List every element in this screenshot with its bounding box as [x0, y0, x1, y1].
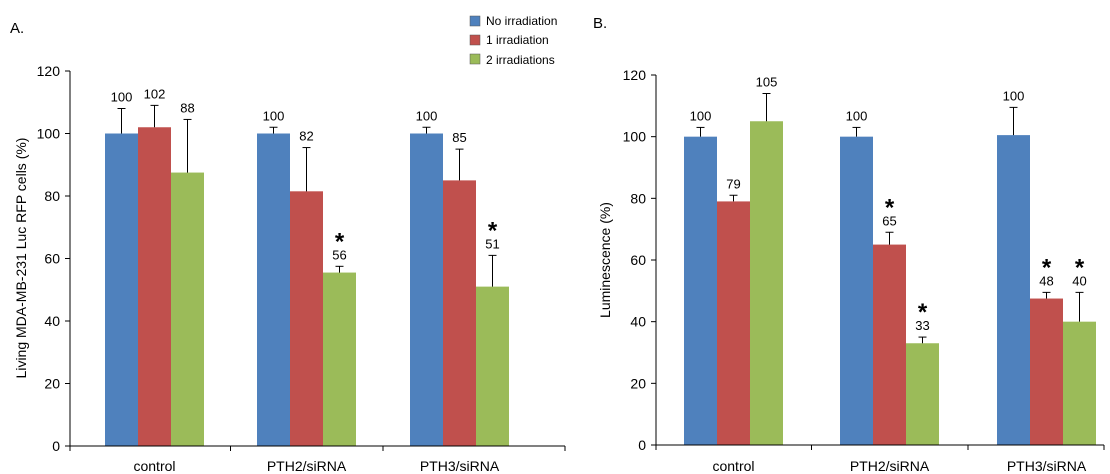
chart-b-no-irradiation-pth3-sirna-bar [997, 135, 1030, 445]
chart-b-y-axis-label: Luminescence (%) [597, 202, 613, 318]
chart-a-2-irradiations-pth3-sirna-data-label: 51 [485, 236, 499, 251]
chart-b-category-label-pth2-sirna: PTH2/siRNA [850, 458, 930, 474]
chart-b-y-tick-label: 120 [623, 67, 647, 83]
chart-a-y-tick-label: 60 [44, 251, 60, 267]
chart-a-y-ticks: 0 20 40 60 80 100 120 [37, 63, 70, 454]
chart-b-2-irradiations-pth3-sirna-bar [1063, 321, 1096, 445]
chart-a-1-irradiation-pth3-sirna-data-label: 85 [452, 130, 466, 145]
chart-b-y-tick-label: 0 [638, 437, 646, 453]
chart-b-2-irradiations-control-bar [750, 121, 783, 445]
legend-swatch-2-irradiations [469, 53, 481, 65]
chart-a-y-axis-label: Living MDA-MB-231 Luc RFP cells (%) [13, 138, 29, 379]
chart-a-no-irradiation-control-data-label: 100 [111, 90, 133, 105]
chart-a-no-irradiation-pth2-sirna-data-label: 100 [263, 108, 285, 123]
chart-a-1-irradiation-pth3-sirna-bar [443, 180, 476, 446]
chart-b-y-tick-label: 40 [630, 314, 646, 330]
chart-b-y-tick-label: 20 [630, 375, 646, 391]
chart-b-y-tick-label: 100 [623, 129, 647, 145]
chart-b-2-irradiations-pth2-sirna-significance-mark: * [918, 299, 928, 326]
chart-a-1-irradiation-control-data-label: 102 [144, 86, 166, 101]
legend-label-no-irradiation: No irradiation [486, 14, 557, 28]
chart-b-1-irradiation-pth2-sirna-data-label: 65 [882, 213, 896, 228]
chart-b-1-irradiation-pth3-sirna-data-label: 48 [1039, 273, 1053, 288]
chart-b: B. Luminescence (%) 0 20 40 60 80 100 120 100 1… [593, 15, 1105, 474]
chart-a-y-tick-label: 100 [37, 126, 61, 142]
chart-b-1-irradiation-pth2-sirna-bar [873, 244, 906, 445]
chart-a-no-irradiation-control-bar [105, 133, 138, 446]
legend-swatch-no-irradiation [469, 15, 481, 27]
chart-a: A. Living MDA-MB-231 Luc RFP cells (%) 0… [10, 20, 566, 474]
chart-a-2-irradiations-pth2-sirna-bar [323, 272, 356, 446]
chart-a-y-tick-label: 20 [44, 376, 60, 392]
legend-label-2-irradiations: 2 irradiations [486, 53, 555, 67]
chart-b-y-tick-label: 80 [630, 190, 646, 206]
chart-b-no-irradiation-pth3-sirna-data-label: 100 [1003, 88, 1025, 103]
chart-b-2-irradiations-control-data-label: 105 [756, 75, 778, 90]
chart-a-category-label-pth3-sirna: PTH3/siRNA [420, 458, 500, 474]
chart-b-category-label-control: control [712, 458, 754, 474]
chart-b-2-irradiations-pth3-sirna-data-label: 40 [1072, 273, 1086, 288]
chart-a-y-tick-label: 120 [37, 63, 61, 79]
chart-a-no-irradiation-pth3-sirna-data-label: 100 [416, 108, 438, 123]
chart-b-no-irradiation-pth2-sirna-data-label: 100 [846, 108, 868, 123]
chart-b-no-irradiation-control-data-label: 100 [690, 108, 712, 123]
chart-b-1-irradiation-pth3-sirna-bar [1030, 298, 1063, 445]
chart-a-2-irradiations-pth3-sirna-bar [476, 286, 509, 446]
chart-b-2-irradiations-pth2-sirna-data-label: 33 [915, 318, 929, 333]
chart-a-1-irradiation-control-bar [138, 127, 171, 446]
chart-a-2-irradiations-pth3-sirna-significance-mark: * [488, 217, 498, 244]
chart-b-1-irradiation-pth3-sirna-significance-mark: * [1042, 254, 1052, 281]
legend-label-1-irradiation: 1 irradiation [486, 33, 549, 47]
chart-a-1-irradiation-pth2-sirna-data-label: 82 [299, 129, 313, 144]
chart-a-panel-label: A. [10, 20, 24, 37]
chart-a-2-irradiations-pth2-sirna-significance-mark: * [335, 228, 345, 255]
chart-a-y-tick-label: 40 [44, 313, 60, 329]
chart-a-category-label-control: control [133, 458, 175, 474]
chart-a-2-irradiations-control-data-label: 88 [180, 100, 194, 115]
chart-b-2-irradiations-pth3-sirna-significance-mark: * [1075, 254, 1085, 281]
chart-b-no-irradiation-pth2-sirna-bar [840, 136, 873, 445]
chart-a-no-irradiation-pth3-sirna-bar [410, 133, 443, 446]
chart-b-1-irradiation-pth2-sirna-significance-mark: * [885, 194, 895, 221]
chart-a-1-irradiation-pth2-sirna-bar [290, 191, 323, 446]
chart-b-category-label-pth3-sirna: PTH3/siRNA [1007, 458, 1087, 474]
chart-b-y-ticks: 0 20 40 60 80 100 120 [623, 67, 656, 453]
chart-a-y-tick-label: 0 [52, 438, 60, 454]
chart-b-panel-label: B. [593, 15, 607, 32]
chart-a-x-ticks: control PTH2/siRNA PTH3/siRNA [69, 446, 566, 474]
chart-a-2-irradiations-pth2-sirna-data-label: 56 [332, 247, 346, 262]
chart-b-x-ticks: control PTH2/siRNA PTH3/siRNA [655, 445, 1105, 474]
chart-b-2-irradiations-pth2-sirna-bar [906, 343, 939, 445]
legend-swatch-1-irradiation [469, 34, 481, 46]
chart-b-y-tick-label: 60 [630, 252, 646, 268]
chart-a-2-irradiations-control-bar [171, 172, 204, 446]
chart-a-no-irradiation-pth2-sirna-bar [257, 133, 290, 446]
legend: No irradiation 1 irradiation 2 irradiati… [469, 14, 557, 67]
chart-a-category-label-pth2-sirna: PTH2/siRNA [267, 458, 347, 474]
chart-b-1-irradiation-control-data-label: 79 [726, 176, 740, 191]
chart-b-1-irradiation-control-bar [717, 201, 750, 445]
chart-b-no-irradiation-control-bar [684, 136, 717, 445]
chart-a-y-tick-label: 80 [44, 188, 60, 204]
